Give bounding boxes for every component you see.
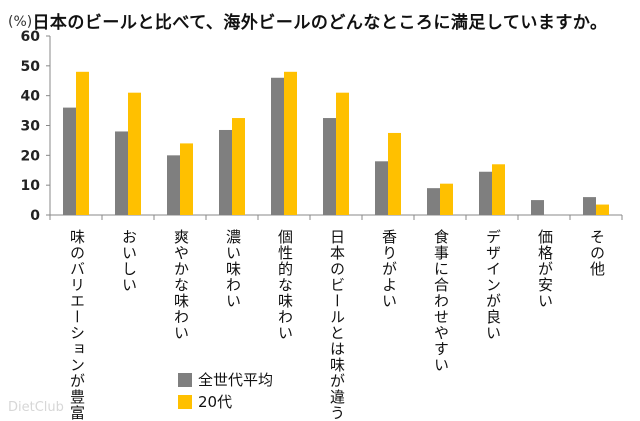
legend-swatch-20s xyxy=(178,395,192,409)
legend-label-20s: 20代 xyxy=(198,391,232,412)
x-category-label: おいしい xyxy=(119,229,140,293)
y-tick-label: 30 xyxy=(21,119,41,135)
bar-all-4 xyxy=(271,78,284,215)
bar-20s-3 xyxy=(232,118,245,215)
legend-swatch-all xyxy=(178,373,192,387)
bar-20s-4 xyxy=(284,72,297,215)
bar-all-5 xyxy=(323,118,336,215)
y-tick-label: 40 xyxy=(21,89,41,105)
y-tick-label: 10 xyxy=(21,178,41,194)
x-category-label: 日本のビールとは味が違う xyxy=(327,229,348,421)
bar-all-8 xyxy=(479,172,492,215)
x-category-label: 個性的な味わい xyxy=(275,229,296,341)
bar-chart: 0 10 20 30 40 50 60 xyxy=(0,0,640,420)
watermark: DietClub xyxy=(8,400,64,415)
bar-all-0 xyxy=(63,108,76,215)
bar-all-9 xyxy=(531,200,544,215)
x-category-label: 味のバリエーションが豊富 xyxy=(67,229,88,421)
bar-20s-5 xyxy=(336,93,349,215)
legend-label-all: 全世代平均 xyxy=(198,369,273,390)
bar-all-7 xyxy=(427,188,440,215)
bar-20s-6 xyxy=(388,133,401,215)
x-category-label: 食事に合わせやすい xyxy=(431,229,452,373)
bar-all-1 xyxy=(115,131,128,215)
x-category-label: 価格が安い xyxy=(535,229,556,309)
x-category-label: 濃い味わい xyxy=(223,229,244,309)
bar-20s-7 xyxy=(440,184,453,215)
bar-20s-1 xyxy=(128,93,141,215)
x-category-label: 爽やかな味わい xyxy=(171,229,192,341)
bar-20s-10 xyxy=(596,205,609,215)
x-category-label: デザインが良い xyxy=(483,229,504,341)
bar-20s-8 xyxy=(492,164,505,215)
bar-20s-2 xyxy=(180,143,193,215)
bar-20s-0 xyxy=(76,72,89,215)
legend-item-all: 全世代平均 xyxy=(178,369,273,390)
bar-all-3 xyxy=(219,130,232,215)
bar-all-6 xyxy=(375,161,388,215)
bar-all-10 xyxy=(583,197,596,215)
x-category-label: 香りがよい xyxy=(379,229,400,309)
y-tick-label: 0 xyxy=(30,208,40,224)
legend-item-20s: 20代 xyxy=(178,391,232,412)
x-category-label: その他 xyxy=(587,229,608,277)
y-tick-label: 50 xyxy=(21,59,41,75)
y-tick-label: 20 xyxy=(21,148,41,164)
bar-all-2 xyxy=(167,155,180,215)
y-tick-label: 60 xyxy=(21,29,41,45)
